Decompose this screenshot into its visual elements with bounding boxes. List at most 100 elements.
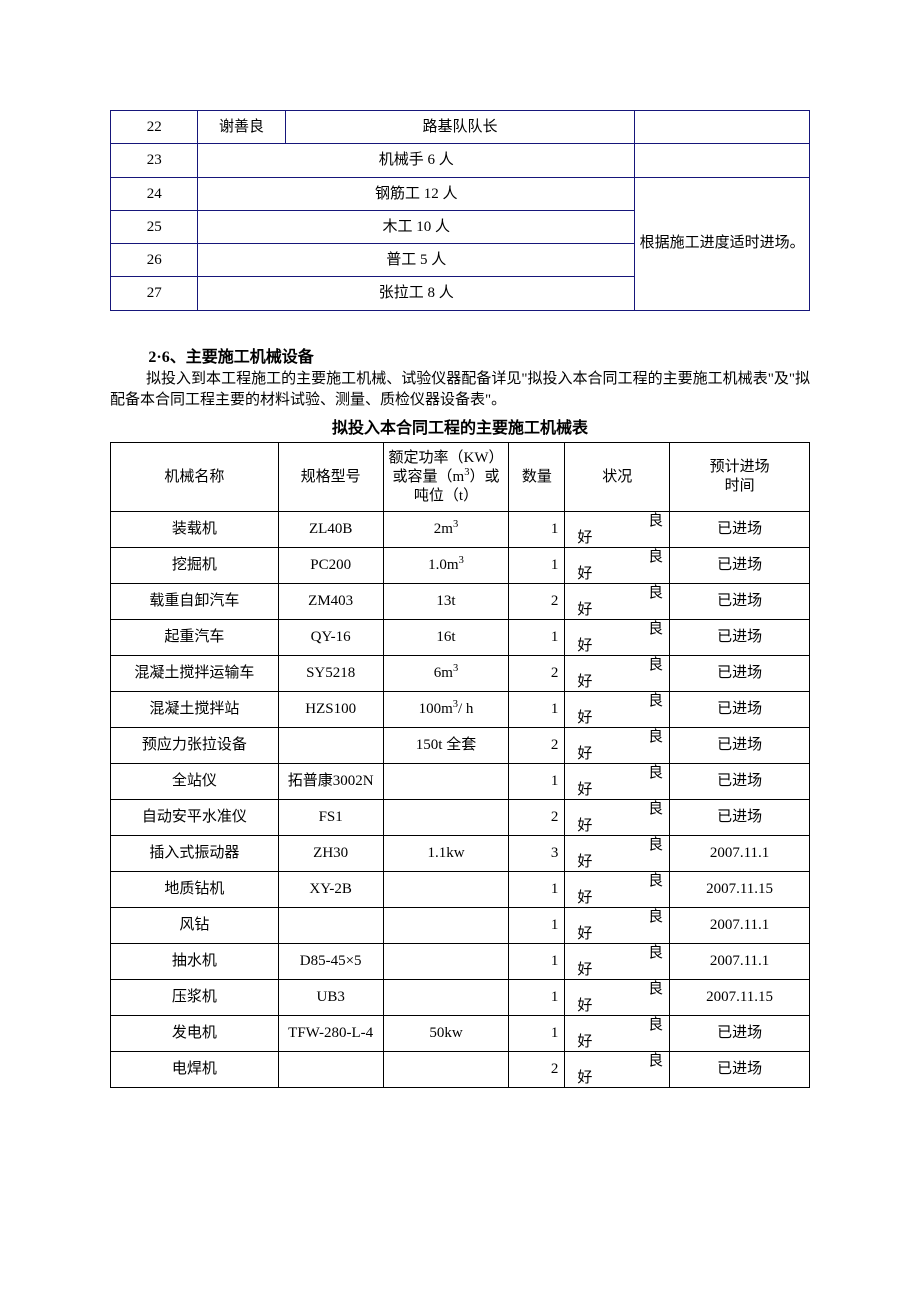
- table-row: 插入式振动器ZH301.1kw3良好2007.11.1: [111, 836, 810, 872]
- machinery-spec: [383, 872, 509, 908]
- machinery-status: 良好: [565, 1052, 670, 1088]
- machinery-name: 电焊机: [111, 1052, 279, 1088]
- table-row: 电焊机 2良好已进场: [111, 1052, 810, 1088]
- personnel-idx: 24: [111, 177, 198, 210]
- table-row: 抽水机D85-45×51良好2007.11.1: [111, 944, 810, 980]
- machinery-status: 良好: [565, 872, 670, 908]
- section-paragraph: 拟投入到本工程施工的主要施工机械、试验仪器配备详见"拟投入本合同工程的主要施工机…: [110, 369, 810, 413]
- machinery-model: [278, 728, 383, 764]
- personnel-role: 路基队队长: [285, 111, 635, 144]
- table-row: 载重自卸汽车ZM40313t2良好已进场: [111, 584, 810, 620]
- machinery-time: 已进场: [670, 512, 810, 548]
- machinery-qty: 1: [509, 980, 565, 1016]
- personnel-remark: [635, 111, 810, 144]
- table-row: 压浆机UB31良好2007.11.15: [111, 980, 810, 1016]
- col-name: 机械名称: [111, 443, 279, 512]
- machinery-qty: 1: [509, 620, 565, 656]
- machinery-model: SY5218: [278, 656, 383, 692]
- machinery-qty: 2: [509, 800, 565, 836]
- machinery-status: 良好: [565, 764, 670, 800]
- machinery-status: 良好: [565, 656, 670, 692]
- machinery-qty: 1: [509, 872, 565, 908]
- machinery-name: 风钻: [111, 908, 279, 944]
- table-row: 全站仪拓普康3002N1良好已进场: [111, 764, 810, 800]
- machinery-model: 拓普康3002N: [278, 764, 383, 800]
- machinery-qty: 1: [509, 512, 565, 548]
- personnel-idx: 22: [111, 111, 198, 144]
- table-row: 23 机械手 6 人: [111, 144, 810, 177]
- machinery-name: 挖掘机: [111, 548, 279, 584]
- machinery-qty: 2: [509, 1052, 565, 1088]
- personnel-role: 钢筋工 12 人: [198, 177, 635, 210]
- machinery-status: 良好: [565, 908, 670, 944]
- machinery-model: ZM403: [278, 584, 383, 620]
- personnel-idx: 23: [111, 144, 198, 177]
- machinery-spec: 1.0m3: [383, 548, 509, 584]
- machinery-time: 已进场: [670, 656, 810, 692]
- section-heading: 2·6、主要施工机械设备: [110, 343, 810, 367]
- col-status: 状况: [565, 443, 670, 512]
- machinery-name: 载重自卸汽车: [111, 584, 279, 620]
- table-row: 自动安平水准仪FS12良好已进场: [111, 800, 810, 836]
- machinery-qty: 1: [509, 1016, 565, 1052]
- personnel-role: 木工 10 人: [198, 210, 635, 243]
- machinery-qty: 1: [509, 764, 565, 800]
- machinery-status: 良好: [565, 512, 670, 548]
- table-row: 起重汽车QY-1616t1良好已进场: [111, 620, 810, 656]
- col-spec-text: 额定功率（KW）或容量（m3）或吨位（t）: [389, 450, 504, 504]
- col-time: 预计进场时间: [670, 443, 810, 512]
- machinery-model: PC200: [278, 548, 383, 584]
- machinery-model: TFW-280-L-4: [278, 1016, 383, 1052]
- machinery-name: 压浆机: [111, 980, 279, 1016]
- machinery-model: UB3: [278, 980, 383, 1016]
- machinery-name: 混凝土搅拌运输车: [111, 656, 279, 692]
- machinery-status: 良好: [565, 800, 670, 836]
- machinery-qty: 3: [509, 836, 565, 872]
- table-row: 挖掘机PC2001.0m31良好已进场: [111, 548, 810, 584]
- machinery-status: 良好: [565, 980, 670, 1016]
- machinery-status: 良好: [565, 944, 670, 980]
- col-qty: 数量: [509, 443, 565, 512]
- machinery-model: [278, 908, 383, 944]
- machinery-status: 良好: [565, 836, 670, 872]
- machinery-qty: 2: [509, 584, 565, 620]
- machinery-model: ZL40B: [278, 512, 383, 548]
- table-row: 预应力张拉设备150t 全套2良好已进场: [111, 728, 810, 764]
- machinery-name: 地质钻机: [111, 872, 279, 908]
- machinery-name: 自动安平水准仪: [111, 800, 279, 836]
- machinery-name: 预应力张拉设备: [111, 728, 279, 764]
- table-row: 24 钢筋工 12 人 根据施工进度适时进场。: [111, 177, 810, 210]
- table-row: 混凝土搅拌站HZS100100m3/ h1良好已进场: [111, 692, 810, 728]
- machinery-name: 抽水机: [111, 944, 279, 980]
- machinery-name: 发电机: [111, 1016, 279, 1052]
- personnel-remark: [635, 144, 810, 177]
- machinery-time: 已进场: [670, 1016, 810, 1052]
- machinery-name: 混凝土搅拌站: [111, 692, 279, 728]
- table-row: 发电机TFW-280-L-450kw1良好已进场: [111, 1016, 810, 1052]
- personnel-idx: 25: [111, 210, 198, 243]
- table-row: 装载机ZL40B2m31良好已进场: [111, 512, 810, 548]
- table-row: 混凝土搅拌运输车SY52186m32良好已进场: [111, 656, 810, 692]
- machinery-spec: 100m3/ h: [383, 692, 509, 728]
- personnel-role: 机械手 6 人: [198, 144, 635, 177]
- machinery-time: 已进场: [670, 1052, 810, 1088]
- machinery-qty: 1: [509, 548, 565, 584]
- machinery-time: 2007.11.1: [670, 836, 810, 872]
- machinery-spec: 50kw: [383, 1016, 509, 1052]
- machinery-model: [278, 1052, 383, 1088]
- machinery-status: 良好: [565, 1016, 670, 1052]
- machinery-spec: 150t 全套: [383, 728, 509, 764]
- machinery-spec: 13t: [383, 584, 509, 620]
- machinery-status: 良好: [565, 584, 670, 620]
- table-row: 风钻1良好2007.11.1: [111, 908, 810, 944]
- machinery-name: 插入式振动器: [111, 836, 279, 872]
- col-time-text: 预计进场时间: [710, 459, 770, 494]
- machinery-spec: 16t: [383, 620, 509, 656]
- machinery-spec: [383, 980, 509, 1016]
- machinery-model: QY-16: [278, 620, 383, 656]
- machinery-time: 已进场: [670, 764, 810, 800]
- table-row: 地质钻机XY-2B1良好2007.11.15: [111, 872, 810, 908]
- section-paragraph-text: 拟投入到本工程施工的主要施工机械、试验仪器配备详见"拟投入本合同工程的主要施工机…: [110, 369, 810, 413]
- col-model: 规格型号: [278, 443, 383, 512]
- machinery-model: FS1: [278, 800, 383, 836]
